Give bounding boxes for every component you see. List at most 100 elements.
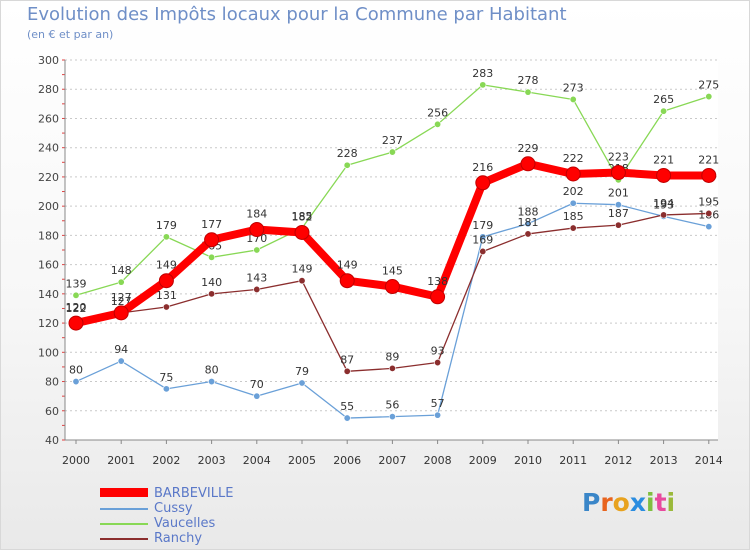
legend-item-cussy: Cussy	[100, 501, 320, 516]
logo-letter: i	[646, 488, 655, 517]
y-tick-label: 160	[38, 259, 59, 272]
data-point-cussy	[253, 392, 261, 400]
y-tick-label: 80	[45, 376, 59, 389]
data-label-barbeville: 221	[653, 153, 674, 166]
x-tick-label: 2005	[288, 454, 316, 467]
data-label-ranchy: 140	[201, 276, 222, 289]
y-tick-label: 200	[38, 200, 59, 213]
data-point-cussy	[479, 233, 487, 241]
x-tick-label: 2004	[243, 454, 271, 467]
data-label-barbeville: 138	[427, 275, 448, 288]
data-label-barbeville: 229	[518, 142, 539, 155]
data-point-cussy	[569, 199, 577, 207]
chart-subtitle: (en € et par an)	[27, 28, 114, 41]
data-label-barbeville: 184	[246, 208, 267, 221]
data-point-barbeville	[158, 273, 174, 289]
data-point-cussy	[705, 223, 713, 231]
y-tick-label: 60	[45, 405, 59, 418]
data-point-ranchy	[660, 211, 668, 219]
data-label-vaucelles: 148	[111, 264, 132, 277]
data-label-vaucelles: 179	[156, 219, 177, 232]
logo-letter: t	[654, 488, 667, 517]
data-label-ranchy: 169	[472, 233, 493, 246]
data-point-vaucelles	[162, 233, 170, 241]
x-tick-label: 2001	[107, 454, 135, 467]
data-point-barbeville	[520, 156, 536, 172]
legend-item-ranchy: Ranchy	[100, 531, 320, 546]
data-point-ranchy	[479, 247, 487, 255]
data-point-ranchy	[434, 359, 442, 367]
data-label-vaucelles: 256	[427, 106, 448, 119]
data-label-cussy: 80	[69, 364, 83, 377]
data-point-barbeville	[249, 222, 265, 238]
data-label-cussy: 80	[205, 364, 219, 377]
data-label-cussy: 79	[295, 365, 309, 378]
legend-swatch	[100, 538, 148, 540]
data-point-barbeville	[113, 305, 129, 321]
data-label-vaucelles: 283	[472, 67, 493, 80]
y-tick-label: 280	[38, 83, 59, 96]
data-point-barbeville	[656, 167, 672, 183]
y-tick-label: 120	[38, 317, 59, 330]
data-label-cussy: 201	[608, 187, 629, 200]
data-label-barbeville: 120	[66, 301, 87, 314]
data-label-cussy: 94	[114, 343, 128, 356]
legend-swatch	[100, 523, 148, 525]
legend-item-barbeville: BARBEVILLE	[100, 486, 320, 501]
data-label-vaucelles: 265	[653, 93, 674, 106]
data-label-ranchy: 143	[246, 271, 267, 284]
x-tick-label: 2006	[333, 454, 361, 467]
data-point-vaucelles	[117, 278, 125, 286]
data-point-barbeville	[384, 279, 400, 295]
data-label-cussy: 70	[250, 378, 264, 391]
data-point-vaucelles	[479, 81, 487, 89]
data-point-vaucelles	[388, 148, 396, 156]
data-point-ranchy	[298, 277, 306, 285]
data-label-ranchy: 194	[653, 197, 674, 210]
data-point-vaucelles	[705, 93, 713, 101]
data-point-cussy	[72, 378, 80, 386]
x-tick-label: 2010	[514, 454, 542, 467]
data-label-vaucelles: 170	[246, 232, 267, 245]
data-label-barbeville: 223	[608, 151, 629, 164]
chart-legend: BARBEVILLE Cussy Vaucelles Ranchy	[100, 486, 320, 546]
x-tick-label: 2014	[695, 454, 723, 467]
data-point-barbeville	[475, 175, 491, 191]
data-point-vaucelles	[524, 88, 532, 96]
data-point-vaucelles	[660, 107, 668, 115]
data-point-barbeville	[204, 232, 220, 248]
data-label-barbeville: 182	[292, 210, 313, 223]
data-point-ranchy	[343, 367, 351, 375]
data-point-cussy	[614, 201, 622, 209]
data-label-barbeville: 149	[156, 259, 177, 272]
data-label-cussy: 193	[653, 198, 674, 211]
data-label-barbeville: 216	[472, 161, 493, 174]
y-tick-label: 100	[38, 346, 59, 359]
y-tick-label: 40	[45, 434, 59, 447]
logo-letter: i	[666, 488, 676, 517]
data-point-barbeville	[701, 167, 717, 183]
data-label-vaucelles: 273	[563, 81, 584, 94]
data-point-vaucelles	[343, 161, 351, 169]
data-point-cussy	[388, 413, 396, 421]
data-label-vaucelles: 139	[66, 277, 87, 290]
x-tick-label: 2011	[559, 454, 587, 467]
legend-swatch	[100, 508, 148, 510]
data-point-cussy	[343, 414, 351, 422]
data-label-ranchy: 122	[66, 302, 87, 315]
data-point-cussy	[117, 357, 125, 365]
data-label-cussy: 57	[431, 397, 445, 410]
data-label-barbeville: 149	[337, 259, 358, 272]
x-tick-label: 2013	[650, 454, 678, 467]
x-tick-label: 2000	[62, 454, 90, 467]
legend-swatch	[100, 488, 148, 497]
chart-title: Evolution des Impôts locaux pour la Comm…	[27, 4, 567, 25]
proxiti-logo: Proxiti	[582, 488, 675, 517]
y-tick-label: 240	[38, 142, 59, 155]
x-tick-label: 2002	[152, 454, 180, 467]
data-label-ranchy: 185	[563, 210, 584, 223]
data-label-barbeville: 145	[382, 265, 403, 278]
data-label-barbeville: 222	[563, 152, 584, 165]
data-label-cussy: 179	[472, 219, 493, 232]
